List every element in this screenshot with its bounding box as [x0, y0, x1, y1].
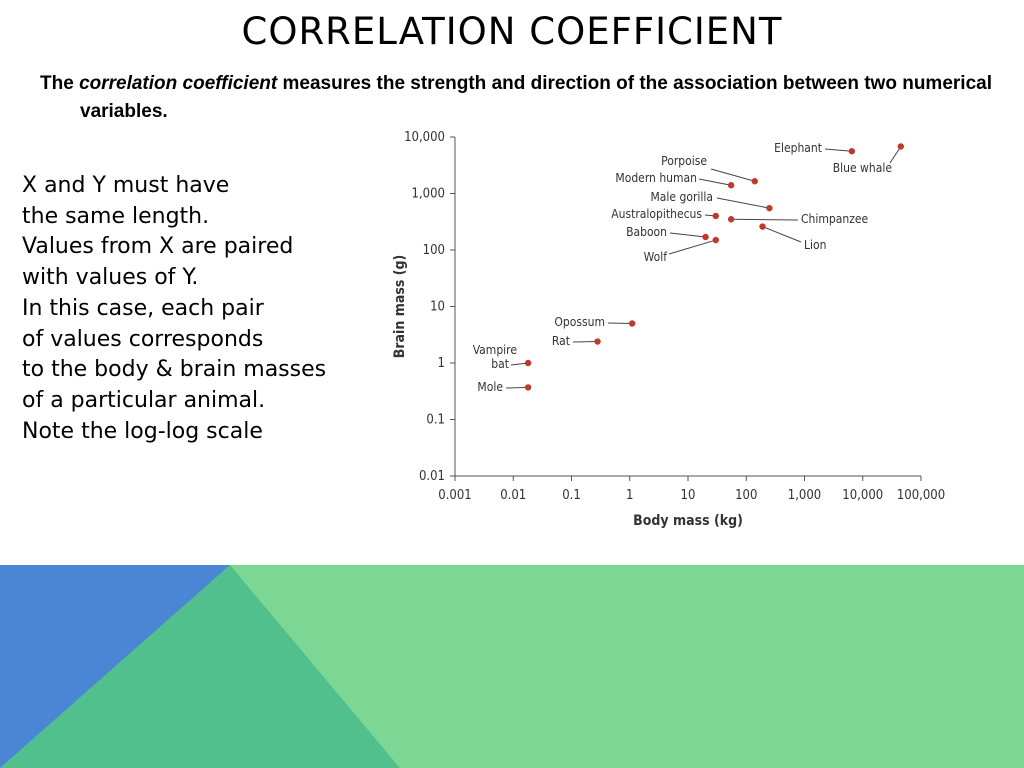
note-line: X and Y must have	[22, 173, 230, 198]
x-tick-label: 0.001	[438, 488, 471, 503]
leader-line	[716, 197, 770, 209]
note-line: of values corresponds	[22, 326, 264, 352]
y-tick-label: 1,000	[412, 187, 445, 202]
leader-line	[505, 386, 529, 389]
leader-line	[762, 226, 802, 243]
x-axis-label: Body mass (kg)	[633, 513, 743, 529]
point-label: Porpoise	[661, 154, 707, 168]
point-label: Australopithecus	[611, 207, 702, 221]
x-tick-label: 1,000	[788, 488, 821, 503]
note-line: Note the log-log scale	[22, 418, 263, 444]
point-label: Elephant	[774, 141, 822, 155]
leader-line	[824, 148, 852, 152]
note-line: of a particular animal.	[22, 387, 266, 413]
y-tick-label: 1	[438, 356, 445, 371]
subtitle-prefix: The	[40, 73, 80, 94]
point-label: Modern human	[615, 171, 697, 185]
data-point	[727, 182, 735, 189]
leader-line	[668, 239, 716, 255]
y-tick-label: 10,000	[404, 130, 445, 145]
leader-line	[607, 322, 633, 325]
data-point	[766, 204, 773, 212]
y-tick-label: 10	[430, 300, 445, 315]
data-point	[524, 384, 532, 391]
point-label: Male gorilla	[650, 190, 713, 204]
point-label: Baboon	[626, 225, 667, 239]
data-point	[702, 233, 709, 241]
x-tick-label: 10	[681, 488, 696, 503]
leader-line	[710, 168, 755, 182]
point-label-line: bat	[491, 357, 509, 371]
data-point	[628, 320, 636, 327]
y-tick-label: 100	[423, 243, 445, 258]
point-label: Wolf	[644, 250, 669, 264]
data-point	[712, 236, 719, 244]
y-tick-label: 0.1	[426, 413, 445, 428]
data-point	[524, 359, 532, 367]
note-line: to the body & brain masses	[22, 357, 327, 383]
data-point	[759, 223, 766, 230]
scatter-chart: 0.001 0.01 0.1 1 10 100 1,000 10,000 100,000 0.01…	[392, 130, 945, 529]
point-label: Chimpanzee	[801, 212, 869, 226]
x-tick-label: 100	[735, 488, 757, 503]
decorative-footer-band	[0, 565, 1024, 768]
leader-line	[731, 218, 799, 221]
slide-title: CORRELATION COEFFICIENT	[241, 10, 783, 53]
x-tick-label: 0.1	[562, 488, 581, 503]
data-point	[594, 338, 601, 345]
band-blue-panel	[0, 565, 230, 768]
data-point	[712, 212, 719, 220]
point-label: Blue whale	[833, 161, 893, 175]
x-tick-label: 100,000	[897, 488, 945, 503]
leader-line	[669, 232, 706, 238]
point-label: Lion	[804, 238, 826, 252]
point-label: Opossum	[554, 315, 605, 329]
point-label: Vampire bat	[473, 343, 518, 371]
y-axis-label: Brain mass (g)	[392, 255, 408, 359]
data-point	[897, 143, 904, 150]
point-label: Mole	[477, 380, 503, 394]
note-line: with values of Y.	[22, 265, 199, 291]
leader-line	[889, 146, 902, 164]
point-label: Rat	[552, 334, 570, 348]
note-line: In this case, each pair	[22, 295, 264, 321]
point-label-line: Vampire	[473, 343, 518, 357]
x-tick-label: 1	[626, 488, 633, 503]
leader-line	[698, 178, 732, 186]
note-line: Values from X are paired	[22, 234, 294, 260]
x-tick-label: 0.01	[500, 488, 526, 503]
data-point	[751, 178, 758, 185]
data-point	[848, 148, 856, 155]
x-tick-label: 10,000	[842, 488, 883, 503]
slide-subtitle: The correlation coefficient measures the…	[40, 70, 1000, 126]
data-point	[727, 216, 735, 223]
y-tick-label: 0.01	[419, 469, 445, 484]
subtitle-suffix: measures the strength and direction of t…	[80, 73, 992, 122]
side-notes: X and Y must have the same length. Value…	[22, 171, 382, 447]
subtitle-emphasis: correlation coefficient	[79, 73, 278, 94]
note-line: the same length.	[22, 203, 210, 229]
